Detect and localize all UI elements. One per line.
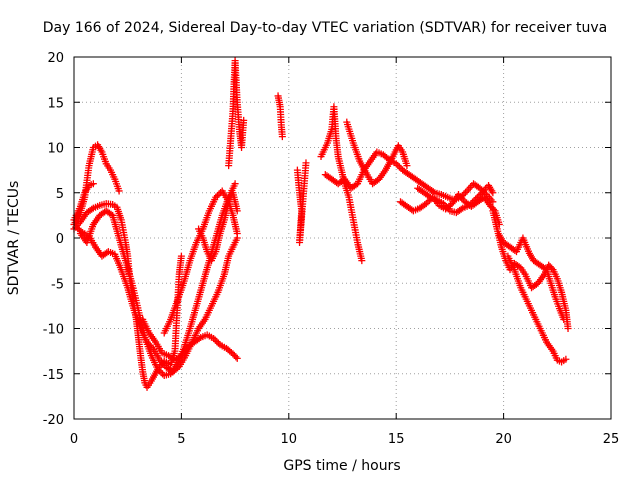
- data-point: [489, 189, 497, 197]
- y-tick-label: 15: [47, 96, 64, 111]
- y-tick-label: 10: [47, 142, 64, 157]
- plot-frame: [73, 56, 612, 420]
- data-point: [302, 159, 310, 167]
- data-point: [477, 190, 485, 198]
- data-point: [476, 184, 484, 192]
- data-point: [231, 180, 239, 188]
- data-point: [457, 205, 465, 213]
- y-tick-label: 20: [47, 51, 64, 66]
- data-point: [233, 229, 241, 237]
- x-axis-label: GPS time / hours: [283, 458, 400, 474]
- data-point: [564, 325, 572, 332]
- data-point: [548, 264, 556, 272]
- y-tick-label: -20: [43, 413, 64, 428]
- data-point: [394, 161, 402, 169]
- data-point: [88, 205, 96, 213]
- data-point: [515, 263, 523, 271]
- x-tick-label: 0: [70, 432, 78, 447]
- x-tick-label: 20: [495, 432, 512, 447]
- data-point: [425, 192, 433, 200]
- y-axis-label: SDTVAR / TECUs: [6, 181, 22, 296]
- data-point: [467, 200, 475, 208]
- data-point: [233, 207, 241, 215]
- data-point: [461, 189, 469, 197]
- data-point: [358, 257, 366, 265]
- data-point: [472, 195, 480, 203]
- data-point: [210, 334, 218, 342]
- data-point: [473, 194, 481, 202]
- data-point: [214, 339, 222, 347]
- data-point: [157, 368, 165, 376]
- x-tick-label: 15: [388, 432, 405, 447]
- data-point: [211, 336, 219, 344]
- data-point: [560, 315, 568, 323]
- x-tick-label: 5: [177, 432, 185, 447]
- data-point: [212, 193, 220, 201]
- x-tick-label: 25: [603, 432, 620, 447]
- data-point: [115, 187, 123, 195]
- data-point: [233, 354, 241, 362]
- y-tick-label: -5: [51, 277, 64, 292]
- y-tick-label: 5: [56, 187, 64, 202]
- data-point: [195, 335, 203, 343]
- data-point: [213, 192, 221, 200]
- axis-ticks: 0 5 10 15 20 25 -20 -15 -10 -5 0 5 10 15 20: [43, 51, 620, 447]
- x-tick-label: 10: [281, 432, 298, 447]
- y-tick-label: -10: [43, 323, 64, 338]
- data-point: [468, 198, 476, 206]
- data-point: [424, 198, 432, 206]
- data-point: [213, 338, 221, 346]
- data-point: [155, 367, 163, 375]
- chart-title: Day 166 of 2024, Sidereal Day-to-day VTE…: [43, 20, 607, 36]
- data-point: [240, 116, 248, 124]
- data-point: [465, 201, 473, 209]
- data-point: [215, 190, 223, 198]
- data-points: [70, 57, 572, 391]
- y-tick-label: 0: [56, 232, 64, 247]
- data-point: [403, 162, 411, 170]
- data-point: [154, 365, 162, 373]
- grid-lines: [74, 57, 611, 419]
- data-point: [159, 370, 167, 378]
- data-point: [392, 160, 400, 168]
- data-point: [232, 353, 240, 361]
- data-point: [422, 200, 430, 208]
- data-point: [475, 192, 483, 200]
- data-point: [395, 163, 403, 171]
- data-point: [562, 355, 570, 363]
- data-point: [89, 180, 97, 188]
- y-tick-label: -15: [43, 368, 64, 383]
- data-point: [177, 252, 185, 260]
- data-point: [470, 197, 478, 205]
- data-point: [278, 133, 286, 141]
